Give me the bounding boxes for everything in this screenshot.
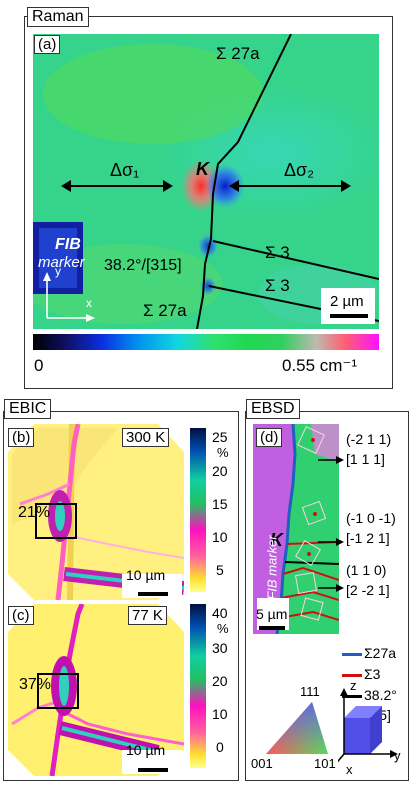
raman-frame — [24, 16, 393, 389]
ebic-c-scalebar — [138, 768, 168, 772]
ebic-c-panel-label: (c) — [8, 606, 34, 625]
raman-delta-sigma-1: Δσ₁ — [110, 160, 140, 180]
legend-label-sigma3: Σ3 — [364, 666, 381, 682]
ebic-c-temperature: 77 K — [128, 606, 167, 625]
ebic-b-tick-4: 10 — [212, 529, 228, 545]
ebsd-scalebar — [259, 626, 285, 630]
ebsd-map — [253, 424, 339, 634]
raman-angle-label: 38.2°/[315] — [104, 257, 182, 274]
ebic-b-roi-box — [35, 503, 77, 539]
ebsd-panel-label: (d) — [256, 428, 283, 447]
raman-sigma3-lower: Σ 3 — [265, 276, 290, 295]
ebic-c-scale-label: 10 µm — [126, 742, 166, 758]
legend-swatch-sigma27a — [342, 653, 362, 656]
raman-title: Raman — [27, 7, 89, 27]
boundary-sigma3-upper — [212, 240, 379, 280]
ebsd-scalebar-box — [257, 598, 289, 630]
raman-sigma27a-bottom: Σ 27a — [143, 301, 187, 320]
ebic-b-colorbar — [190, 428, 206, 592]
raman-sigma3-upper: Σ 3 — [265, 243, 290, 262]
ebsd-fib-marker: FIB marker — [264, 535, 280, 600]
ebsd-scale-label: 5 µm — [256, 606, 288, 622]
ebic-c-colorbar — [190, 604, 206, 768]
ebsd-orient-0-plane: (-2 1 1) — [346, 431, 392, 447]
raman-scalebar — [330, 314, 368, 318]
raman-marker-label: marker — [38, 254, 85, 271]
ebsd-orient-2-plane: (1 1 0) — [346, 562, 387, 578]
ebic-c-tick-1: % — [217, 621, 229, 636]
ebic-b-panel-label: (b) — [8, 428, 35, 447]
ebic-c-tick-2: 30 — [212, 640, 228, 656]
sample-axes-cube — [338, 688, 398, 763]
ebic-c-tick-3: 20 — [212, 673, 228, 689]
raman-sigma27a-top: Σ 27a — [216, 44, 260, 63]
raman-colorbar-min: 0 — [34, 356, 44, 375]
ebic-c-percent: 37% — [19, 676, 52, 693]
raman-k-label: K — [196, 159, 209, 179]
k-compressive-spot — [205, 164, 245, 208]
ebic-b-tick-1: % — [217, 445, 229, 460]
raman-scale-label: 2 µm — [330, 293, 364, 310]
ebic-b-tick-3: 15 — [212, 496, 228, 512]
ipf-label-111: 111 — [300, 684, 320, 699]
ebic-c-map — [8, 604, 184, 776]
axis-label-y: y — [394, 748, 401, 763]
raman-panel-label: (a) — [34, 35, 61, 54]
ebsd-grain-left — [253, 424, 295, 634]
raman-colorbar-max: 0.55 cm⁻¹ — [282, 356, 358, 375]
ebic-frame — [3, 411, 239, 781]
ebsd-title: EBSD — [246, 399, 300, 419]
axis-label-z: z — [350, 678, 357, 693]
raman-delta-sigma-2: Δσ₂ — [284, 160, 315, 180]
ebic-c-sample — [8, 604, 184, 776]
boundary-sigma27a — [196, 34, 292, 329]
ebsd-orient-2-dir: [2 -2 1] — [346, 582, 390, 598]
ebic-b-tick-0: 25 — [212, 429, 228, 445]
ebic-b-map — [8, 424, 184, 600]
ebic-c-tick-4: 10 — [212, 706, 228, 722]
ipf-label-101: 101 — [314, 756, 336, 771]
ebic-b-percent: 21% — [18, 504, 51, 521]
raman-axis-y: y — [55, 264, 61, 278]
ebsd-k-label: K — [270, 530, 283, 550]
ebic-title: EBIC — [4, 399, 52, 419]
ebic-b-scale-label: 10 µm — [126, 567, 166, 583]
raman-axis-x: x — [86, 296, 92, 310]
legend-swatch-sigma3 — [342, 674, 362, 677]
raman-fib-label: FIB — [55, 236, 81, 253]
ebsd-orientation-arrows — [318, 456, 344, 592]
ipf-triangle — [266, 702, 328, 754]
ipf-label-001: 001 — [251, 756, 273, 771]
ebsd-orient-1-dir: [-1 2 1] — [346, 530, 390, 546]
ebic-c-roi-box — [37, 673, 79, 709]
ebsd-grain-right — [277, 424, 339, 634]
axis-label-x: x — [346, 762, 353, 777]
legend-swatch-38deg — [342, 695, 362, 698]
ebic-c-tick-5: 0 — [216, 739, 224, 755]
ebsd-frame — [245, 411, 409, 781]
raman-colorbar — [33, 334, 379, 350]
legend-label-38deg: 38.2° — [364, 687, 397, 703]
ebic-b-tick-5: 5 — [216, 562, 224, 578]
ebsd-orient-1-plane: (-1 0 -1) — [346, 510, 396, 526]
ebic-b-tick-2: 20 — [212, 463, 228, 479]
ebic-b-temperature: 300 K — [122, 428, 170, 447]
ebic-c-tick-0: 40 — [212, 605, 228, 621]
raman-map — [33, 34, 379, 329]
legend-label-sigma27a: Σ27a — [364, 645, 397, 661]
ebsd-orient-0-dir: [1 1 1] — [346, 451, 385, 467]
ebic-b-scalebar — [138, 592, 168, 596]
